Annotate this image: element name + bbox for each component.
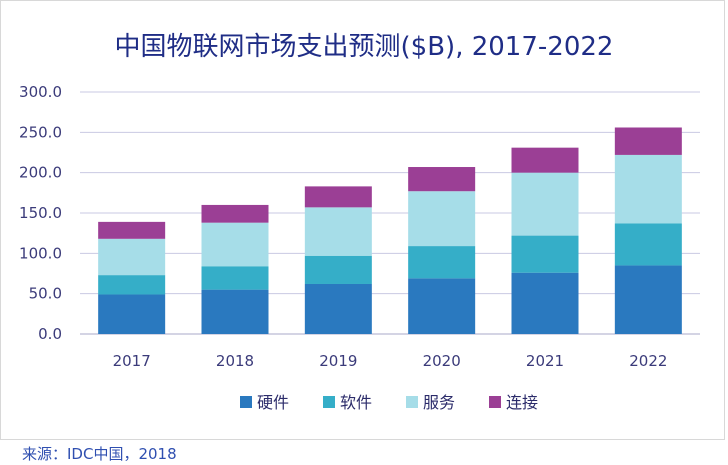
bar-segment-2018 [201,289,269,334]
bar-segment-2020 [408,191,476,247]
bar-segment-2021 [511,147,579,173]
bar-segment-2019 [304,283,372,334]
bar-segment-2018 [201,266,269,290]
bar-segment-2020 [408,167,476,192]
bar-segment-2021 [511,172,579,236]
chart-title: 中国物联网市场支出预测($B), 2017-2022 [114,32,614,62]
bar-segment-2019 [304,207,372,256]
x-tick-label: 2019 [319,352,357,370]
legend-label: 软件 [340,393,372,412]
x-tick-label: 2022 [629,352,667,370]
x-tick-label: 2018 [216,352,254,370]
bar-segment-2020 [408,246,476,279]
bar-segment-2018 [201,222,269,267]
y-tick-label: 50.0 [29,285,62,303]
bar-segment-2022 [614,223,682,266]
legend-swatch [489,396,501,408]
bar-segment-2019 [304,255,372,284]
bar-segment-2017 [98,275,166,295]
bar-segment-2020 [408,278,476,334]
legend-label: 硬件 [257,393,289,412]
bar-segment-2018 [201,204,269,223]
legend-swatch [323,396,335,408]
x-tick-label: 2020 [423,352,461,370]
bar-segment-2021 [511,235,579,273]
bar-segment-2017 [98,221,166,239]
bar-segment-2017 [98,294,166,334]
bar-segment-2017 [98,238,166,276]
y-tick-label: 250.0 [19,123,62,141]
y-tick-label: 150.0 [19,204,62,222]
legend-swatch [240,396,252,408]
bar-segment-2022 [614,265,682,334]
legend-label: 服务 [423,393,455,412]
y-tick-label: 200.0 [19,164,62,182]
bar-segment-2021 [511,272,579,334]
y-tick-label: 300.0 [19,83,62,101]
bar-segment-2022 [614,127,682,155]
y-tick-label: 0.0 [38,325,62,343]
y-tick-label: 100.0 [19,244,62,262]
legend-label: 连接 [506,393,538,412]
bar-segment-2019 [304,186,372,208]
source-note: 来源：IDC中国，2018 [22,445,177,463]
bar-segment-2022 [614,154,682,224]
legend-swatch [406,396,418,408]
x-tick-label: 2017 [113,352,151,370]
x-tick-label: 2021 [526,352,564,370]
